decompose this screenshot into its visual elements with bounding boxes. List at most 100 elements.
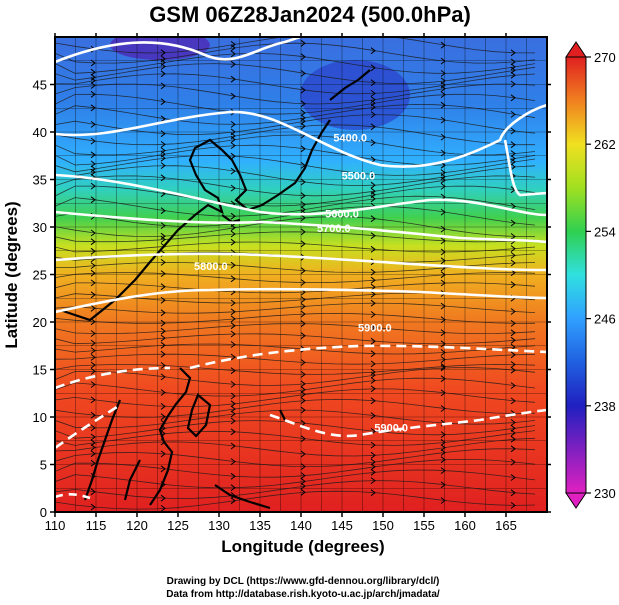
x-axis-label: Longitude (degrees) (221, 537, 384, 556)
wind-arrowhead (440, 271, 446, 279)
wind-arrowhead (440, 349, 446, 356)
wind-arrowhead (160, 450, 166, 458)
wind-arrowhead (160, 259, 166, 266)
wind-arrowhead (510, 163, 516, 171)
streamline (55, 195, 536, 217)
contour-line (55, 37, 301, 64)
colorbar-tick-label: 230 (594, 486, 616, 501)
streamline (55, 448, 536, 468)
wind-arrowhead (510, 458, 516, 466)
wind-arrowhead (230, 121, 236, 128)
wind-arrowhead (90, 151, 96, 159)
wind-arrowhead (230, 315, 236, 323)
streamline (55, 302, 536, 314)
streamline (55, 93, 536, 115)
wind-arrowhead (90, 488, 96, 496)
wind-arrowhead (370, 47, 376, 55)
wind-arrowhead (370, 324, 376, 331)
x-tick-label: 140 (290, 518, 312, 533)
wind-arrowhead (300, 109, 306, 117)
colorbar-tick-label: 246 (594, 312, 616, 327)
wind-arrowhead (370, 215, 376, 223)
wind-arrowhead (160, 362, 166, 369)
wind-arrowhead (370, 397, 376, 405)
wind-arrowhead (300, 53, 306, 61)
wind-arrowhead (440, 389, 446, 397)
wind-arrowhead (160, 174, 166, 182)
wind-arrowhead (160, 222, 166, 229)
wind-arrowhead (300, 100, 306, 108)
streamline (55, 154, 536, 176)
wind-arrowhead (90, 160, 96, 168)
wind-arrowhead (440, 91, 446, 98)
wind-arrowhead (510, 435, 516, 443)
wind-arrowhead (510, 259, 516, 267)
wind-arrowhead (300, 359, 306, 366)
wind-arrowhead (370, 458, 376, 466)
streamline (55, 437, 536, 457)
wind-arrowhead (300, 228, 306, 236)
wind-arrowhead (230, 184, 236, 192)
streamline (55, 63, 536, 85)
wind-arrowhead (230, 212, 236, 220)
streamline (55, 42, 536, 64)
wind-arrowhead (160, 236, 166, 243)
streamline (55, 134, 536, 156)
wind-arrowhead (160, 296, 166, 304)
wind-arrowhead (230, 428, 236, 436)
wind-arrowhead (510, 489, 516, 497)
wind-arrowhead (370, 468, 376, 476)
wind-arrowhead (160, 309, 166, 317)
contour-line (503, 139, 547, 197)
wind-arrowhead (230, 492, 236, 499)
streamline (55, 333, 536, 345)
wind-arrowhead (230, 405, 236, 413)
wind-arrowhead (160, 232, 166, 240)
figure-title: GSM 06Z28Jan2024 (500.0hPa) (149, 2, 471, 27)
streamline (55, 185, 536, 207)
y-tick-label: 30 (33, 220, 47, 235)
streamline (55, 469, 536, 489)
wind-arrowhead (90, 347, 96, 354)
wind-arrowhead (230, 308, 236, 316)
wind-arrowhead (510, 351, 516, 359)
colorbar-scale (565, 56, 587, 494)
wind-arrowhead (90, 121, 96, 128)
wind-arrowhead (300, 391, 306, 398)
wind-arrowhead (370, 489, 376, 497)
wind-arrowhead (370, 477, 376, 484)
wind-arrowhead (230, 238, 236, 246)
wind-arrowhead (370, 79, 376, 87)
wind-arrowhead (230, 261, 236, 269)
y-axis-ticks: 0 5 10 15 20 25 30 35 40 45 (33, 78, 551, 520)
wind-arrowhead (90, 238, 96, 246)
contour-label: 5400.0 (333, 133, 367, 145)
wind-arrowhead (160, 162, 166, 169)
wind-arrowhead (230, 152, 236, 160)
wind-arrowhead (160, 465, 166, 473)
wind-arrowhead (510, 141, 516, 149)
wind-arrowhead (160, 130, 166, 138)
wind-arrowhead (90, 104, 96, 112)
streamline (55, 458, 536, 478)
wind-arrowhead (230, 442, 236, 450)
wind-arrowhead (90, 90, 96, 98)
wind-arrowhead (440, 340, 446, 348)
wind-arrowhead (510, 361, 516, 368)
wind-arrowhead (300, 488, 306, 496)
wind-arrowhead (440, 444, 446, 451)
x-axis-ticks: 110 115 120 125 130 135 140 145 150 155 160 165 (45, 33, 517, 533)
wind-arrowhead (510, 429, 516, 437)
colorbar-tick-label: 254 (594, 224, 616, 239)
wind-arrowhead (370, 111, 376, 118)
wind-arrowhead (510, 308, 516, 315)
wind-arrowhead (440, 257, 446, 265)
wind-arrowhead (300, 240, 306, 248)
wind-arrowhead (90, 354, 96, 361)
streamline (55, 398, 536, 418)
wind-arrowhead (440, 237, 446, 245)
wind-arrowhead (90, 168, 96, 176)
y-tick-label: 0 (40, 505, 47, 520)
credit-drawing: Drawing by DCL (https://www.gfd-dennou.o… (167, 576, 440, 587)
